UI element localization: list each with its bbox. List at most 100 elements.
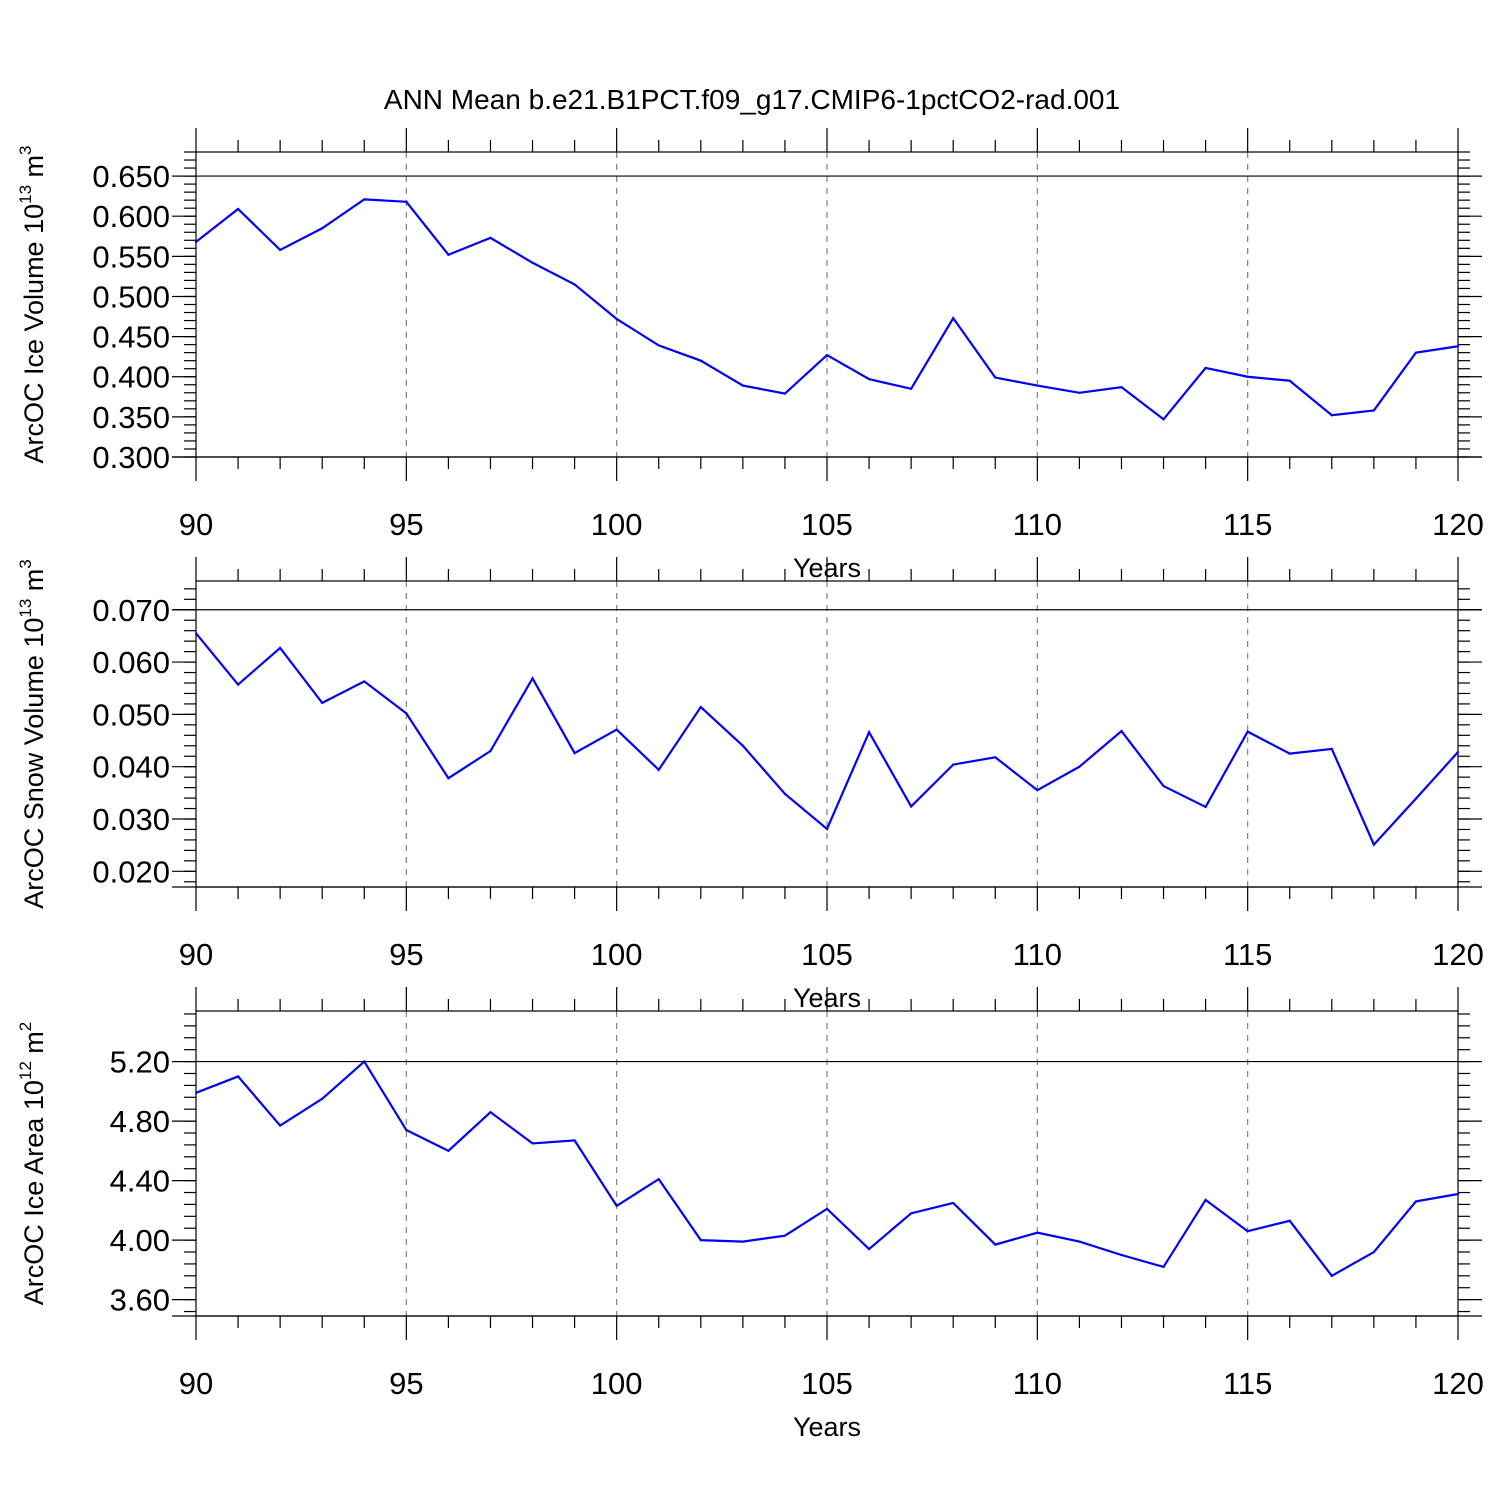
- x-tick-label: 105: [801, 507, 853, 542]
- y-tick-label: 0.650: [92, 159, 170, 194]
- data-point: [952, 317, 955, 320]
- data-point: [321, 1097, 324, 1100]
- x-tick-label: 120: [1432, 1366, 1484, 1401]
- data-point: [236, 207, 240, 211]
- panel-2: 90 95 100 105 110 115 120Years0.0200.0300.0400…: [16, 557, 1484, 1013]
- data-point: [531, 677, 534, 680]
- data-point: [1330, 1274, 1333, 1277]
- data-point: [867, 378, 871, 381]
- data-point: [363, 1060, 366, 1063]
- data-point: [447, 253, 450, 256]
- data-point: [615, 317, 618, 321]
- y-axis-title: ArcOC Ice Volume 1013 m3: [16, 145, 49, 463]
- y-axis-title: ArcOC Ice Area 1012 m2: [16, 1022, 49, 1306]
- x-tick-label: 110: [1013, 937, 1062, 972]
- data-point: [447, 777, 450, 780]
- data-point: [1456, 750, 1460, 754]
- data-point: [1372, 843, 1375, 846]
- x-tick-label: 95: [389, 507, 423, 542]
- data-point: [1414, 1200, 1418, 1203]
- data-point: [952, 763, 955, 766]
- x-tick-label: 95: [389, 937, 423, 972]
- x-tick-label: 120: [1432, 937, 1484, 972]
- data-point: [1120, 386, 1123, 389]
- data-point: [1162, 1265, 1165, 1269]
- x-tick-label: 105: [801, 1366, 853, 1401]
- data-point: [1078, 391, 1081, 394]
- data-point: [1120, 1253, 1123, 1257]
- y-axis-title-unit-exponent: 2: [16, 1022, 35, 1031]
- plot-frame: [195, 580, 1459, 888]
- y-tick-label: 3.60: [110, 1283, 170, 1318]
- y-tick-label: 0.500: [92, 279, 170, 314]
- y-tick-label: 0.550: [92, 239, 170, 274]
- data-point: [405, 712, 408, 715]
- data-point: [699, 705, 702, 709]
- data-point: [489, 1111, 492, 1114]
- chart-title: ANN Mean b.e21.B1PCT.f09_g17.CMIP6-1pctC…: [384, 84, 1120, 115]
- x-tick-label: 120: [1432, 507, 1484, 542]
- data-point: [783, 392, 787, 395]
- y-axis-title-unit-exponent: 3: [16, 559, 35, 568]
- data-point: [321, 701, 324, 704]
- y-tick-label: 0.350: [92, 400, 170, 435]
- x-tick-label: 100: [591, 937, 643, 972]
- y-axis-title-unit: m: [19, 1031, 49, 1061]
- data-point: [321, 227, 324, 230]
- data-point: [1036, 1231, 1039, 1234]
- x-axis-title: Years: [793, 1412, 861, 1442]
- data-point: [1246, 375, 1249, 378]
- data-point: [1330, 747, 1333, 751]
- y-axis-title-exponent: 12: [16, 1061, 35, 1080]
- x-tick-label: 110: [1013, 507, 1062, 542]
- data-point: [1120, 730, 1123, 733]
- x-tick-label: 115: [1223, 937, 1272, 972]
- data-point: [994, 756, 997, 759]
- y-tick-label: 0.450: [92, 320, 170, 355]
- data-point: [1036, 789, 1039, 792]
- data-point: [573, 751, 576, 755]
- panel-3: 90 95 100 105 110 115 120 Years 3.60 4.00 4.40 4.80…: [16, 987, 1484, 1442]
- data-point: [825, 353, 829, 357]
- y-tick-label: 4.40: [110, 1164, 170, 1199]
- data-point: [1288, 752, 1291, 755]
- y-axis-title-exponent: 13: [16, 185, 35, 204]
- data-point: [405, 200, 408, 203]
- data-point: [1078, 765, 1081, 768]
- x-tick-label: 95: [389, 1366, 423, 1401]
- data-point: [741, 1240, 744, 1243]
- data-point: [363, 680, 366, 683]
- data-point: [657, 1178, 660, 1181]
- data-point: [867, 1247, 871, 1251]
- data-point: [489, 749, 492, 753]
- data-point: [783, 1234, 787, 1237]
- data-point: [363, 198, 366, 201]
- data-point: [952, 1201, 955, 1205]
- data-point: [447, 1149, 450, 1152]
- x-tick-label: 115: [1223, 1366, 1272, 1401]
- y-axis-title-main: ArcOC Ice Volume 10: [19, 204, 49, 464]
- y-tick-label: 0.400: [92, 360, 170, 395]
- data-point: [194, 632, 198, 635]
- data-point: [1162, 784, 1165, 788]
- y-tick-label: 0.030: [92, 802, 170, 837]
- y-tick-label: 0.040: [92, 750, 170, 785]
- data-point: [531, 1142, 534, 1145]
- y-tick-label: 0.070: [92, 593, 170, 628]
- data-point: [1414, 797, 1418, 800]
- data-point: [531, 261, 534, 264]
- y-axis-title: ArcOC Snow Volume 1013 m3: [16, 559, 49, 909]
- data-point: [279, 1124, 282, 1127]
- x-tick-label: 110: [1013, 1366, 1062, 1401]
- data-point: [1414, 351, 1418, 354]
- x-tick-label: 100: [591, 507, 643, 542]
- data-point: [1372, 409, 1375, 412]
- data-point: [657, 344, 660, 347]
- x-tick-label: 115: [1223, 507, 1272, 542]
- data-point: [741, 384, 744, 387]
- y-tick-label: 0.060: [92, 645, 170, 680]
- y-axis-title-unit: m: [19, 569, 49, 599]
- data-point: [825, 1207, 829, 1210]
- data-point: [615, 728, 618, 731]
